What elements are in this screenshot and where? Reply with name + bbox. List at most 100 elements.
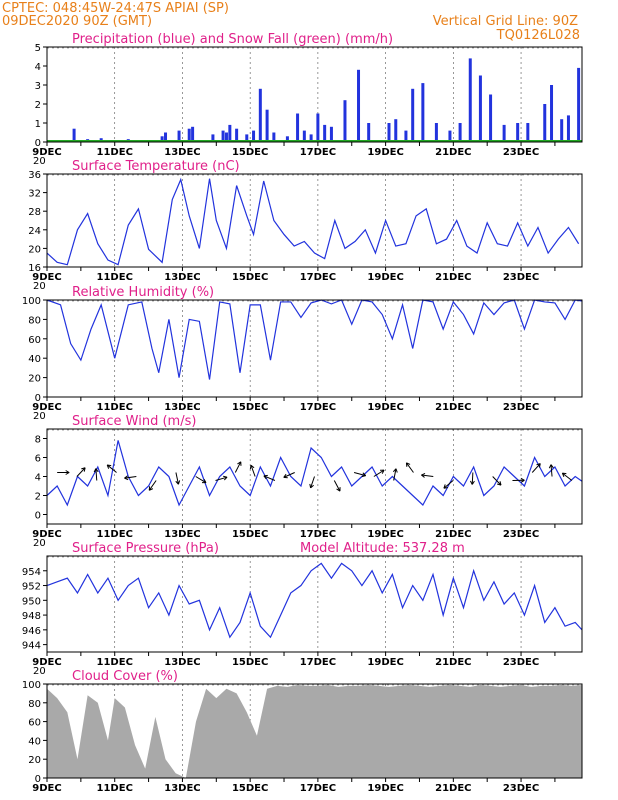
header-location: CPTEC: 048:45W-24:47S APIAI (SP) bbox=[2, 1, 229, 16]
y-tick-label: 100 bbox=[22, 680, 41, 691]
wind-arrow-shaft bbox=[492, 476, 502, 486]
wind-arrow bbox=[443, 480, 454, 489]
x-tick-label: 19DEC bbox=[367, 147, 403, 158]
wind-arrow bbox=[93, 468, 99, 481]
x-tick-label: 15DEC bbox=[232, 272, 268, 283]
x-tick-label: 11DEC bbox=[97, 147, 133, 158]
wind-arrow-head bbox=[223, 475, 228, 478]
x-tick-label: 13DEC bbox=[164, 657, 200, 668]
x-tick-label: 15DEC bbox=[232, 657, 268, 668]
wind-arrow-head bbox=[362, 472, 367, 476]
wind-arrow-head bbox=[520, 479, 525, 483]
wind-arrow-shaft bbox=[148, 480, 157, 491]
panels: 0 1 2 3 4 5 9DEC 11DEC 13DEC 15DEC 17DEC 19DEC 21DEC… bbox=[22, 32, 583, 794]
precip-bar bbox=[245, 134, 249, 142]
x-tick-label: 13DEC bbox=[164, 147, 200, 158]
wind-arrow-head bbox=[124, 477, 129, 481]
wind-arrow-head bbox=[65, 472, 70, 475]
wind-arrow-head bbox=[107, 464, 112, 467]
x-tick-label: 23DEC bbox=[503, 272, 539, 283]
y-tick-label: 40 bbox=[28, 354, 41, 365]
wind-arrow-shaft bbox=[263, 475, 276, 481]
y-tick-label: 950 bbox=[22, 596, 41, 607]
x-tick-label: 19DEC bbox=[367, 657, 403, 668]
wind-arrow-head bbox=[310, 484, 314, 489]
precip-bar bbox=[187, 128, 191, 142]
y-tick-label: 0 bbox=[35, 511, 41, 522]
y-tick-label: 952 bbox=[22, 582, 41, 593]
wind-arrow-head bbox=[124, 475, 128, 479]
wind-arrow-shaft bbox=[393, 468, 397, 481]
panel-4: 0 2 4 6 8 9DEC 11DEC 13DEC 15DEC 17DEC 19DEC 21DEC 2… bbox=[32, 414, 583, 549]
x-tick-label: 9DEC bbox=[32, 657, 61, 668]
wind-arrow-shaft bbox=[333, 480, 341, 492]
wind-arrow-shaft bbox=[95, 468, 98, 481]
wind-arrow bbox=[57, 470, 70, 475]
wind-arrow-head bbox=[562, 472, 567, 475]
wind-arrow-head bbox=[263, 475, 267, 480]
wind-arrow bbox=[492, 476, 502, 486]
x-tick-label: 13DEC bbox=[164, 402, 200, 413]
precip-bar bbox=[434, 123, 438, 142]
wind-arrow-head bbox=[65, 470, 70, 473]
y-tick-label: 100 bbox=[22, 296, 41, 307]
series-line bbox=[46, 562, 583, 639]
wind-arrow bbox=[263, 474, 276, 481]
y-tick-label: 60 bbox=[28, 335, 41, 346]
precip-bar bbox=[478, 75, 482, 142]
series-line bbox=[46, 299, 583, 380]
y-tick-label: 4 bbox=[35, 62, 41, 73]
precip-bar bbox=[72, 128, 76, 142]
wind-arrow bbox=[106, 464, 117, 473]
wind-arrow-shaft bbox=[106, 464, 117, 473]
y-tick-label: 2 bbox=[35, 492, 41, 503]
precip-bar bbox=[502, 124, 506, 142]
header-grid-info: Vertical Grid Line: 90Z bbox=[433, 14, 578, 29]
wind-arrow-head bbox=[83, 467, 86, 472]
wind-arrow-shaft bbox=[310, 476, 315, 489]
wind-arrow bbox=[234, 461, 242, 473]
y-tick-label: 40 bbox=[28, 736, 41, 747]
wind-arrow-head bbox=[95, 468, 99, 473]
wind-arrow-head bbox=[520, 477, 525, 481]
y-tick-label: 80 bbox=[28, 315, 41, 326]
x-tick-label: 17DEC bbox=[300, 783, 336, 794]
x-tick-label: 9DEC bbox=[32, 783, 61, 794]
precip-bar bbox=[191, 126, 195, 142]
wind-arrow-head bbox=[497, 483, 502, 486]
wind-arrow-head bbox=[309, 483, 312, 488]
series-line bbox=[46, 177, 580, 266]
wind-arrow bbox=[309, 476, 315, 489]
panel-5: 944 946 948 950 952 954 9DEC 11DEC 13DEC 15DEC 17D… bbox=[22, 541, 583, 677]
wind-arrow-head bbox=[237, 461, 242, 465]
wind-arrow-head bbox=[443, 484, 446, 489]
wind-arrow-shaft bbox=[550, 464, 553, 477]
x-tick-label: 17DEC bbox=[300, 529, 336, 540]
wind-arrow-head bbox=[249, 465, 252, 470]
x-tick-label: 15DEC bbox=[232, 783, 268, 794]
x-tick-label: 15DEC bbox=[232, 147, 268, 158]
x-tick-label: 9DEC bbox=[32, 402, 61, 413]
x-year-stub: 20 bbox=[33, 156, 46, 167]
wind-arrow-head bbox=[81, 467, 86, 470]
precip-bar bbox=[357, 69, 361, 142]
wind-arrow bbox=[421, 473, 434, 478]
wind-arrow bbox=[561, 472, 573, 481]
y-tick-label: 60 bbox=[28, 718, 41, 729]
x-tick-label: 23DEC bbox=[503, 657, 539, 668]
y-tick-label: 20 bbox=[28, 755, 41, 766]
precip-bar bbox=[164, 132, 168, 142]
precip-bar bbox=[323, 124, 327, 142]
wind-arrow-head bbox=[536, 463, 541, 466]
wind-arrow-head bbox=[406, 462, 411, 465]
y-tick-label: 32 bbox=[28, 189, 41, 200]
x-tick-label: 19DEC bbox=[367, 272, 403, 283]
precip-bar bbox=[394, 119, 398, 142]
precip-bar bbox=[316, 113, 320, 142]
wind-arrow-shaft bbox=[283, 472, 295, 478]
wind-arrow-shaft bbox=[124, 476, 137, 479]
x-year-stub: 20 bbox=[33, 411, 46, 422]
x-tick-label: 13DEC bbox=[164, 783, 200, 794]
wind-arrow bbox=[531, 463, 541, 473]
